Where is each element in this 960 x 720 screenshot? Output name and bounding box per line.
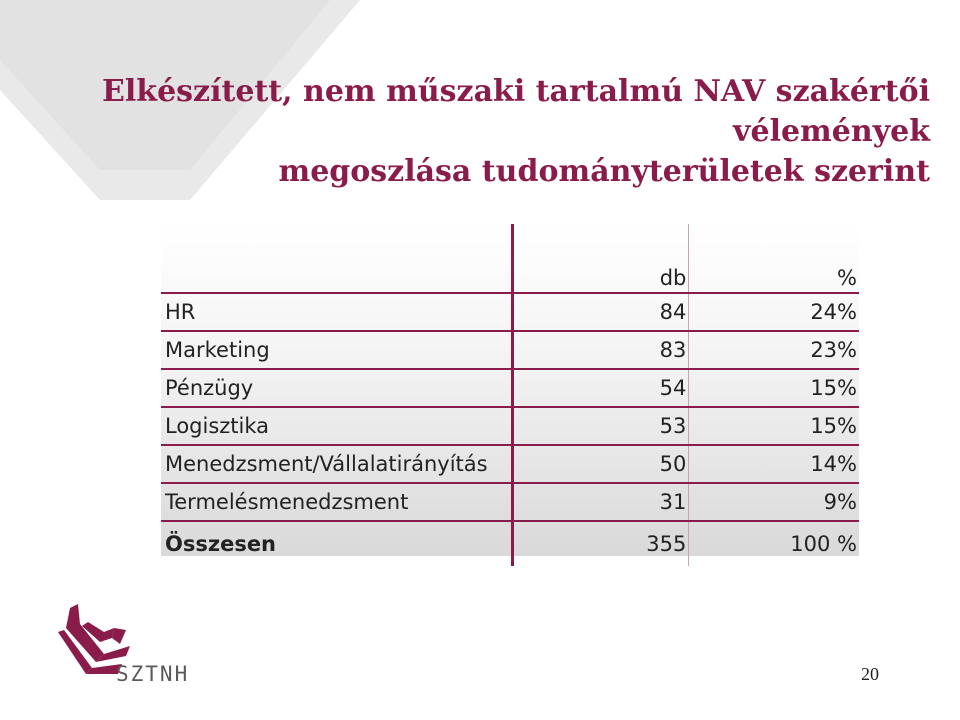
table-row: HR 84 24% xyxy=(161,292,859,332)
row-pct: 23% xyxy=(688,331,859,370)
row-pct: 24% xyxy=(688,292,859,332)
row-pct: 14% xyxy=(688,445,859,484)
table-row: Logisztika 53 15% xyxy=(161,407,859,446)
page-title: Elkészített, nem műszaki tartalmú NAV sz… xyxy=(40,72,930,192)
data-table: db % HR 84 24% Marketing 83 23% Pénzügy … xyxy=(161,224,859,566)
row-label: Termelésmenedzsment xyxy=(161,483,513,522)
row-db: 53 xyxy=(511,407,690,446)
header-pct: % xyxy=(837,266,857,290)
row-db: 54 xyxy=(511,369,690,408)
row-label: Pénzügy xyxy=(161,369,513,408)
row-db: 50 xyxy=(511,445,690,484)
table-row: Menedzsment/Vállalatirányítás 50 14% xyxy=(161,445,859,484)
row-label: Logisztika xyxy=(161,407,513,446)
row-label: HR xyxy=(161,292,513,332)
header-label xyxy=(161,224,513,293)
table-header-row: db % xyxy=(161,224,859,293)
sztnh-logo-icon xyxy=(58,604,130,674)
title-line-1: Elkészített, nem műszaki tartalmú NAV sz… xyxy=(102,74,930,149)
title-line-2: megoszlása tudományterületek szerint xyxy=(278,154,930,189)
header-db: db xyxy=(511,224,690,293)
row-label: Menedzsment/Vállalatirányítás xyxy=(161,445,513,484)
row-pct: 9% xyxy=(688,483,859,522)
logo-text: SZTNH xyxy=(116,662,190,686)
row-label: Marketing xyxy=(161,331,513,370)
total-db: 355 xyxy=(511,521,690,566)
total-pct: 100 % xyxy=(790,532,857,556)
row-pct: 15% xyxy=(688,369,859,408)
row-pct: 15% xyxy=(688,407,859,446)
row-db: 31 xyxy=(511,483,690,522)
page-number: 20 xyxy=(861,664,879,684)
row-db: 84 xyxy=(511,292,690,332)
table-total-row: Összesen 355 100 % xyxy=(161,521,859,566)
table-row: Marketing 83 23% xyxy=(161,331,859,370)
data-table-container: db % HR 84 24% Marketing 83 23% Pénzügy … xyxy=(161,224,859,566)
table-row: Pénzügy 54 15% xyxy=(161,369,859,408)
row-db: 83 xyxy=(511,331,690,370)
total-label: Összesen xyxy=(165,532,277,556)
table-row: Termelésmenedzsment 31 9% xyxy=(161,483,859,522)
